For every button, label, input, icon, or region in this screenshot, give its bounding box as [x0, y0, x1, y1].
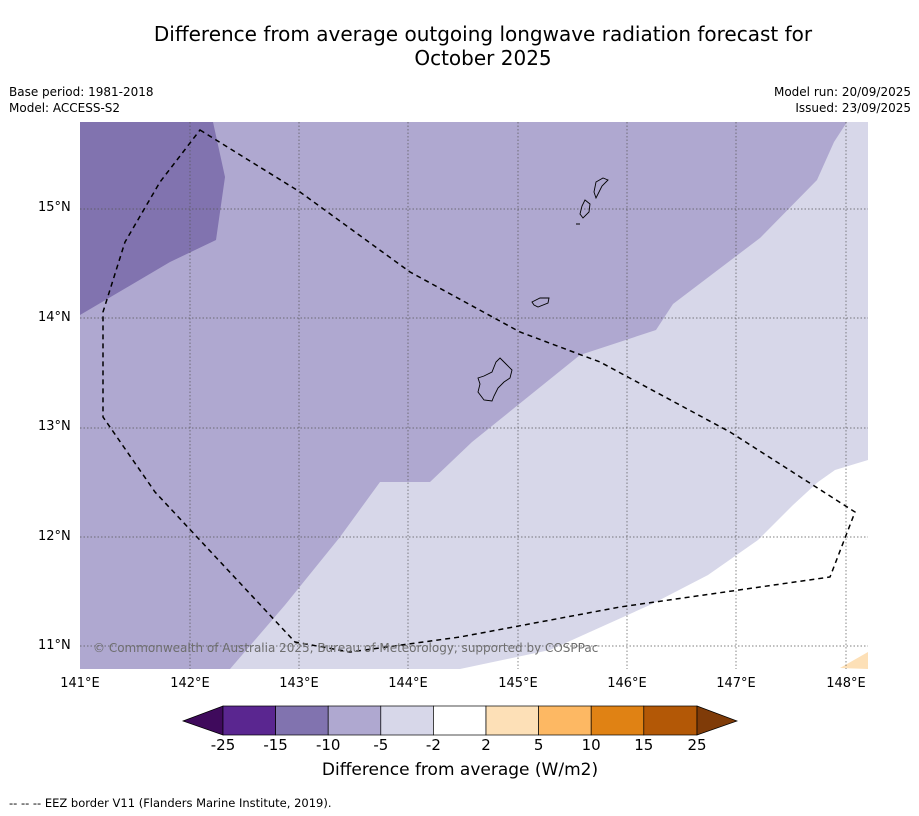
colorbar-segment-9 — [643, 705, 698, 736]
colorbar-tick-minus5: -5 — [373, 736, 389, 754]
colorbar-tick-minus25: -25 — [210, 736, 236, 754]
colorbar-tick-minus2: -2 — [425, 736, 441, 754]
colorbar-tick-15: 15 — [634, 736, 654, 754]
colorbar-extend-low — [181, 705, 224, 736]
colorbar-extend-high — [696, 705, 739, 736]
lon-label-146e: 146°E — [607, 676, 647, 691]
title-line-2: October 2025 — [414, 46, 552, 70]
colorbar-segment-4 — [380, 705, 434, 736]
colorbar-segment-6 — [485, 705, 539, 736]
copyright-notice: © Commonwealth of Australia 2025, Bureau… — [93, 641, 599, 655]
lat-label-11n: 11°N — [38, 638, 71, 653]
model-name: Model: ACCESS-S2 — [9, 101, 121, 115]
band-minus15-minus10 — [80, 122, 225, 315]
lon-label-143e: 143°E — [279, 676, 319, 691]
lon-label-144e: 144°E — [388, 676, 428, 691]
chart-title: Difference from average outgoing longwav… — [60, 22, 906, 70]
lon-label-145e: 145°E — [498, 676, 538, 691]
colorbar-tick-25: 25 — [687, 736, 707, 754]
model-run: Model run: 20/09/2025 — [773, 85, 911, 99]
meta-left: Base period: 1981-2018 Model: ACCESS-S2 — [9, 84, 154, 116]
colorbar-tick-minus15: -15 — [263, 736, 288, 754]
colorbar-segment-8 — [590, 705, 645, 736]
band-minus2-2 — [460, 460, 868, 669]
colorbar-segment-2 — [275, 705, 329, 736]
band-2-5 — [840, 652, 868, 669]
saipan-island — [593, 177, 609, 200]
tinian-island — [579, 199, 591, 219]
band-minus10-minus5 — [80, 122, 847, 669]
meta-right: Model run: 20/09/2025 Issued: 23/09/2025 — [774, 84, 911, 116]
colorbar-tick-10: 10 — [581, 736, 601, 754]
lat-label-15n: 15°N — [38, 200, 71, 215]
lat-label-14n: 14°N — [38, 310, 71, 325]
guam-island — [477, 357, 513, 402]
title-line-1: Difference from average outgoing longwav… — [153, 22, 813, 46]
issued-date: Issued: 23/09/2025 — [795, 101, 911, 115]
gridlines — [80, 122, 868, 669]
colorbar-segment-1 — [222, 705, 276, 736]
islands — [477, 177, 609, 402]
map-panel — [80, 122, 868, 669]
rota-island — [531, 297, 550, 308]
colorbar-segment-7 — [538, 705, 592, 736]
lon-label-141e: 141°E — [60, 676, 100, 691]
eez-border — [102, 129, 856, 653]
lon-label-142e: 142°E — [170, 676, 210, 691]
colorbar-segment-5 — [433, 705, 487, 736]
lon-label-147e: 147°E — [716, 676, 756, 691]
lat-label-12n: 12°N — [38, 529, 71, 544]
colorbar-tick-minus10: -10 — [315, 736, 341, 754]
lat-label-13n: 13°N — [38, 419, 71, 434]
colorbar-title: Difference from average (W/m2) — [321, 760, 599, 780]
eez-footnote: -- -- -- EEZ border V11 (Flanders Marine… — [9, 796, 332, 810]
colorbar-segment-3 — [327, 705, 382, 736]
colorbar — [181, 705, 739, 736]
lon-label-148e: 148°E — [826, 676, 866, 691]
base-period: Base period: 1981-2018 — [9, 85, 154, 99]
colorbar-tick-5: 5 — [533, 736, 544, 754]
colorbar-tick-2: 2 — [481, 736, 491, 754]
